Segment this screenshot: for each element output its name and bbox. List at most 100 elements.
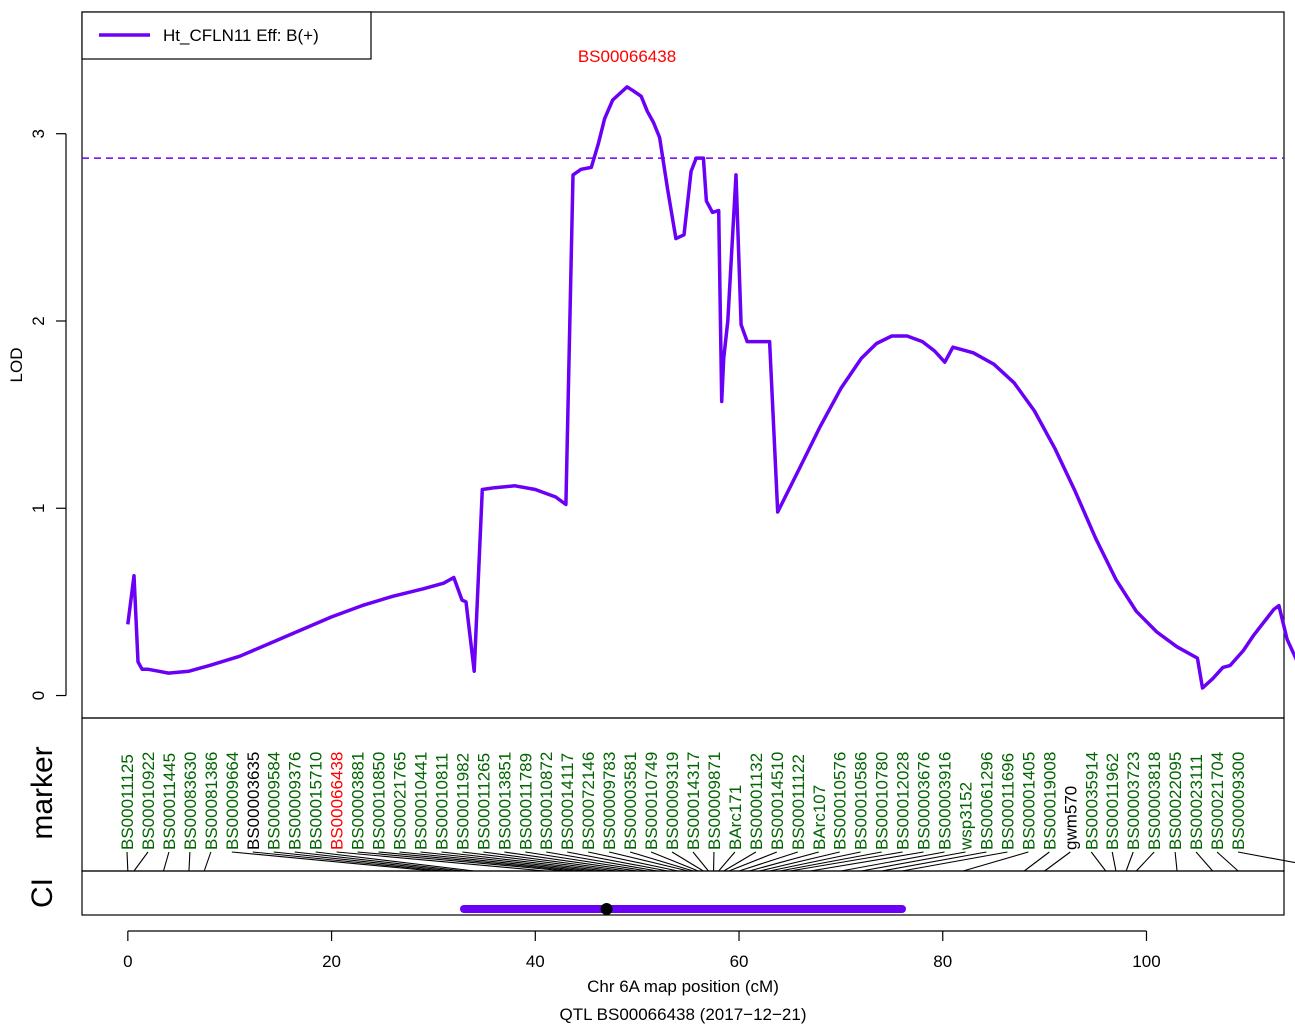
peak-marker-label: BS00066438 [578,47,676,66]
marker-connector [378,851,577,872]
marker-connector [188,851,191,872]
marker-connector [336,851,546,872]
marker-connector [901,851,1008,872]
marker-connector [1125,851,1134,872]
marker-connector [881,851,987,872]
y-axis: 0 1 2 3 [29,129,67,700]
chart-subtitle: QTL BS00066438 (2017−12−21) [559,1005,806,1024]
y-tick-label: 0 [29,691,48,700]
marker-label: BS00009664 [223,752,242,850]
marker-label: BS00014317 [684,752,703,850]
marker-connector [231,851,434,872]
marker-label: BS00003581 [621,752,640,850]
marker-connector [728,851,778,872]
marker-connector [749,851,819,872]
x-tick-label: 40 [526,952,545,971]
marker-label: wsp3152 [956,782,975,851]
marker-connector [203,851,212,872]
marker-connector [1135,851,1155,872]
peak-position-dot [600,903,613,915]
marker-label: BS00003881 [349,752,368,850]
x-tick-label: 20 [322,952,341,971]
marker-label: BS00011122 [789,754,808,850]
y-tick-label: 3 [29,129,48,138]
marker-label: BS00023111 [1187,754,1206,850]
marker-label: BS00010441 [411,752,430,850]
marker-connector [840,851,945,872]
marker-connector [738,851,798,872]
x-tick-label: 80 [933,952,952,971]
marker-connector [810,851,924,872]
marker-connector [1111,851,1117,872]
marker-connector [1174,851,1178,872]
marker-connector [769,851,861,872]
marker-connector [420,851,597,872]
marker-connector [1195,851,1214,872]
marker-label: BS00010749 [642,752,661,850]
marker-connector [567,851,668,872]
marker-connector [1044,851,1071,872]
lod-panel-frame [81,11,1285,719]
marker-label: BS00022095 [1166,752,1185,850]
marker-connector [126,851,129,872]
marker-label: BS00003723 [1124,752,1143,850]
ci-panel-frame [81,870,1285,916]
marker-connector [273,851,454,872]
marker-connector [759,851,840,872]
marker-connector [861,851,966,872]
marker-label: BS00083630 [181,752,200,850]
marker-label: BS00035914 [1082,752,1101,850]
marker-connector [671,851,704,872]
marker-label: BS00009871 [705,752,724,850]
x-tick-label: 0 [123,952,132,971]
marker-connector [1023,851,1050,872]
marker-label: BS00011265 [474,753,493,850]
marker-connector [399,851,587,872]
marker-label: BS00066438 [328,752,347,850]
marker-connector [162,851,170,872]
marker-connector [629,851,694,872]
marker-connector [357,851,566,872]
x-axis: 0 20 40 60 80 100 [123,930,1161,971]
marker-label: BS00012028 [894,752,913,850]
y-axis-title: LOD [7,348,26,383]
marker-label: BS00010872 [537,752,556,850]
marker-connector [1237,851,1295,864]
marker-label: BS00009584 [265,752,284,850]
marker-label: BS00021765 [391,752,410,850]
marker-connector [962,851,1029,872]
marker-label: BS00010780 [873,752,892,850]
marker-label: BS00014117 [558,753,577,850]
marker-label: BS00009376 [286,752,305,850]
marker-label: BS00011962 [1103,753,1122,850]
marker-connector [504,851,638,872]
marker-label: BS00013851 [495,752,514,850]
marker-connector [718,851,736,872]
marker-connector [462,851,617,872]
marker-connector [692,851,709,872]
legend-label: Ht_CFLN11 Eff: B(+) [163,26,319,45]
marker-connector [588,851,679,872]
marker-connector [546,851,658,872]
ci-layer [459,903,907,915]
marker-connector [525,851,648,872]
marker-connector [1216,851,1239,872]
marker-label: BS00019008 [1040,752,1059,850]
marker-label: BS00010811 [432,753,451,850]
marker-label: gwm570 [1061,786,1080,850]
marker-label: BS00011445 [160,753,179,850]
marker-connector [650,851,699,872]
marker-label: BS00009319 [663,752,682,850]
marker-label: BS00072146 [579,752,598,850]
marker-label: BS00011696 [998,753,1017,850]
marker-label: BS00011789 [516,753,535,850]
marker-connector [294,851,465,872]
marker-layer: BS00011125 BS00010922 BS00011445 BS00083630… [118,752,1295,872]
marker-label: BS00010850 [370,752,389,850]
marker-label: BS00003676 [915,752,934,850]
marker-label: BArc107 [810,785,829,850]
ci-panel-label: CI [26,878,59,908]
marker-connector [252,851,444,872]
marker-label: BS00011125 [118,754,137,850]
marker-connector [1090,851,1107,872]
